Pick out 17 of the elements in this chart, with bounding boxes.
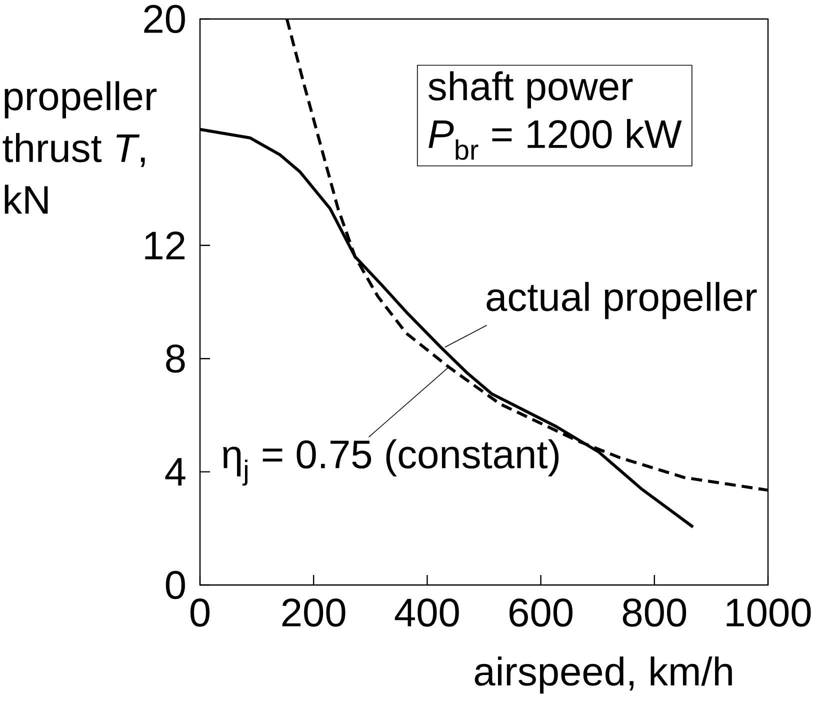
annotation: η$_{j}$ = 0.75 (constant): [223, 439, 559, 486]
y-tick-label: 12: [145, 231, 185, 260]
x-tick-label: 400: [394, 598, 459, 627]
x-tick-label: 600: [510, 598, 572, 627]
text: propeller thrust T, kN: [2, 81, 157, 214]
y-tick-label: 4: [165, 458, 186, 486]
x-axis-title: airspeed, km/h: [474, 656, 732, 694]
x-tick-label: 800: [622, 598, 686, 627]
x-tick-label: 0: [190, 598, 210, 627]
annotation: P$_{br}$ = 1200 kW: [428, 119, 682, 160]
x-tick-label: 200: [282, 598, 346, 627]
annotation: actual propeller: [486, 282, 757, 320]
y-tick-label: 20: [144, 4, 185, 34]
annotation: shaft power: [428, 71, 633, 108]
x-tick-label: 1000: [726, 598, 811, 627]
y-tick-label: 0: [166, 570, 185, 600]
y-tick-label: 8: [166, 344, 185, 373]
